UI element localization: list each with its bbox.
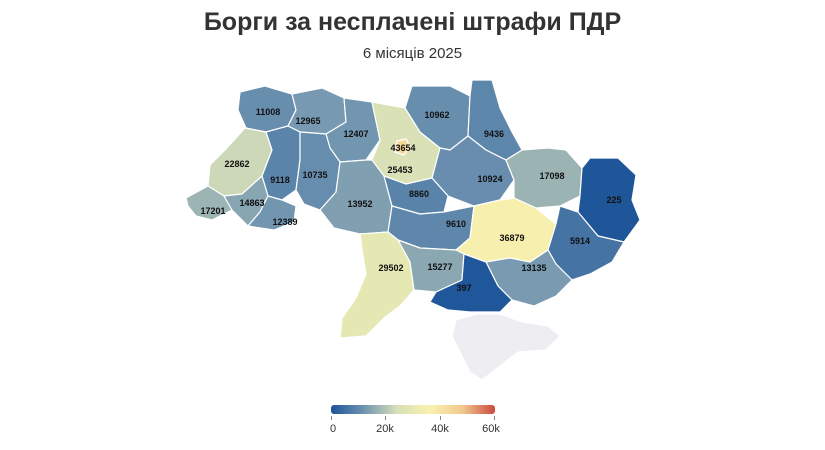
region-label-zhytomyr: 12407 bbox=[343, 129, 368, 139]
region-label-rivne: 12965 bbox=[295, 116, 320, 126]
region-ternopil[interactable] bbox=[261, 125, 301, 201]
region-crimea[interactable] bbox=[451, 313, 561, 381]
region-label-sumy: 9436 bbox=[484, 129, 504, 139]
map-subtitle: 6 місяців 2025 bbox=[362, 45, 463, 62]
region-label-luhansk: 225 bbox=[606, 195, 621, 205]
region-label-odesa: 29502 bbox=[378, 263, 403, 273]
legend-tick bbox=[440, 416, 441, 420]
region-label-kherson: 397 bbox=[456, 283, 471, 293]
legend-tick bbox=[494, 416, 495, 420]
region-kyiv-city[interactable] bbox=[394, 138, 411, 156]
region-label-ivano-frankivsk: 14863 bbox=[239, 198, 264, 208]
color-legend: 0 20k 40k 60k bbox=[329, 405, 500, 445]
legend-label-60k: 60k bbox=[482, 423, 500, 435]
region-label-kirovohrad: 9610 bbox=[446, 219, 466, 229]
region-label-donetsk: 5914 bbox=[570, 236, 590, 246]
region-label-zaporizhzhia: 13135 bbox=[521, 263, 546, 273]
legend-tick bbox=[331, 416, 332, 420]
region-label-kharkiv: 17098 bbox=[539, 171, 564, 181]
legend-tick bbox=[385, 416, 386, 420]
region-label-khmelnytskyi: 10735 bbox=[302, 170, 327, 180]
legend-label-0: 0 bbox=[329, 423, 337, 435]
ukraine-choropleth-map: 11008 12965 12407 25453 43654 10962 9436 22862 9… bbox=[185, 79, 641, 381]
region-label-cherkasy: 8860 bbox=[409, 189, 429, 199]
map-title: Борги за несплачені штрафи ПДР bbox=[203, 8, 622, 36]
region-label-kyiv-city: 43654 bbox=[390, 143, 415, 153]
region-label-kyiv-oblast: 25453 bbox=[387, 165, 412, 175]
region-label-volyn: 11008 bbox=[256, 107, 281, 117]
region-chernivtsi[interactable] bbox=[247, 195, 297, 231]
legend-label-40k: 40k bbox=[431, 423, 449, 435]
region-label-lviv: 22862 bbox=[224, 159, 249, 169]
region-zakarpattia[interactable] bbox=[185, 185, 233, 221]
region-kherson[interactable] bbox=[429, 253, 513, 313]
region-label-poltava: 10924 bbox=[477, 174, 502, 184]
region-label-zakarpattia: 17201 bbox=[200, 206, 225, 216]
region-luhansk[interactable] bbox=[577, 157, 641, 243]
region-label-chernivtsi: 12389 bbox=[272, 217, 297, 227]
legend-gradient-bar bbox=[331, 405, 495, 414]
region-label-dnipropetrovsk: 36879 bbox=[499, 233, 524, 243]
legend-label-20k: 20k bbox=[376, 423, 394, 435]
region-label-mykolaiv: 15277 bbox=[427, 262, 452, 272]
region-label-vinnytsia: 13952 bbox=[347, 199, 372, 209]
region-label-ternopil: 9118 bbox=[270, 175, 290, 185]
region-label-chernihiv: 10962 bbox=[424, 110, 449, 120]
